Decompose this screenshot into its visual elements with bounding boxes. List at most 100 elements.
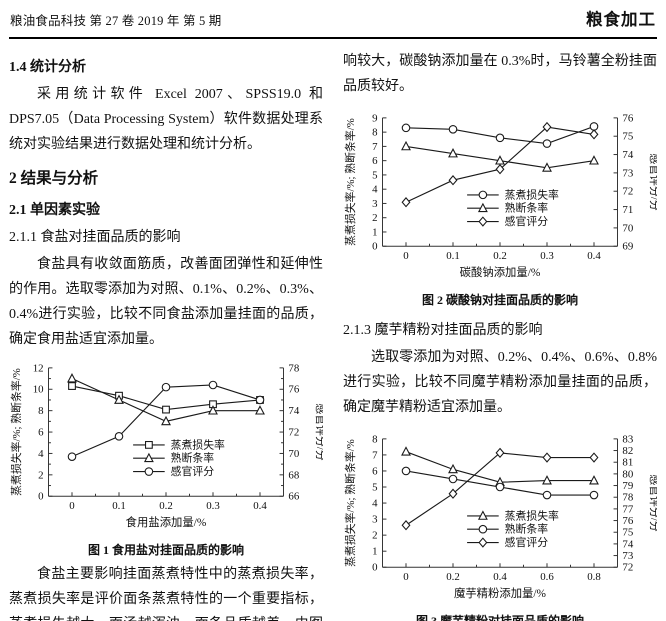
left-column: 1.4 统计分析 采用统计软件 Excel 2007、SPSS19.0 和 DP… [9, 49, 328, 621]
svg-text:78: 78 [288, 362, 299, 374]
svg-text:70: 70 [288, 448, 299, 460]
svg-text:感官评分: 感官评分 [171, 464, 215, 478]
svg-text:8: 8 [372, 433, 378, 445]
svg-text:0.2: 0.2 [159, 500, 173, 512]
svg-text:4: 4 [372, 497, 378, 509]
svg-text:碳酸钠添加量/%: 碳酸钠添加量/% [460, 265, 541, 279]
paragraph-statistics: 采用统计软件 Excel 2007、SPSS19.0 和 DPS7.05（Dat… [9, 87, 323, 152]
svg-text:0.4: 0.4 [253, 500, 267, 512]
svg-text:74: 74 [288, 405, 299, 417]
svg-text:4: 4 [372, 184, 378, 196]
svg-text:74: 74 [622, 538, 633, 550]
figure-1-caption: 图 1 食用盐对挂面品质的影响 [87, 542, 244, 557]
figure-3: 0 1 2 3 4 5 6 7 8 72 73 74 75 76 77 78 79 80 81 82 83 0 0.2 0.4… [343, 429, 662, 621]
svg-text:81: 81 [622, 456, 633, 468]
svg-text:1: 1 [372, 545, 377, 557]
paragraph-salt-intro: 食盐具有收敛面筋质，改善面团弹性和延伸性的作用。选取零添加为对照、0.1%、0.… [9, 257, 323, 347]
svg-text:10: 10 [33, 384, 44, 396]
svg-text:80: 80 [622, 468, 633, 480]
svg-text:9: 9 [372, 112, 377, 124]
svg-text:73: 73 [622, 167, 633, 179]
svg-text:83: 83 [622, 433, 633, 445]
svg-text:感官评分/分: 感官评分/分 [648, 474, 657, 531]
figure-2-caption: 图 2 碳酸钠对挂面品质的影响 [421, 292, 578, 307]
svg-text:71: 71 [622, 204, 633, 216]
svg-text:熟断条率: 熟断条率 [505, 201, 549, 215]
svg-text:0.8: 0.8 [587, 571, 601, 583]
svg-text:7: 7 [372, 449, 378, 461]
paragraph-sodium-carbonate-conclusion: 响较大，碳酸钠添加量在 0.3%时，马铃薯全粉挂面品质较好。 [343, 54, 657, 94]
svg-text:70: 70 [622, 222, 633, 234]
svg-text:4: 4 [38, 448, 44, 460]
svg-text:76: 76 [622, 515, 633, 527]
svg-text:3: 3 [372, 198, 377, 210]
two-column-layout: 1.4 统计分析 采用统计软件 Excel 2007、SPSS19.0 和 DP… [9, 39, 662, 621]
heading-2-1-3: 2.1.3 魔芋精粉对挂面品质的影响 [343, 322, 543, 338]
svg-text:5: 5 [372, 481, 377, 493]
page-header: 粮油食品科技 第 27 卷 2019 年 第 5 期 粮食加工 [9, 0, 657, 39]
svg-text:2: 2 [38, 469, 43, 481]
svg-text:食用盐添加量/%: 食用盐添加量/% [126, 515, 207, 529]
svg-text:69: 69 [622, 241, 633, 253]
journal-section-label: 粮食加工 [586, 10, 656, 29]
svg-text:0.3: 0.3 [540, 250, 554, 262]
svg-text:74: 74 [622, 149, 633, 161]
heading-2: 2 结果与分析 [9, 170, 99, 187]
heading-2-1: 2.1 单因素实验 [9, 203, 100, 218]
svg-text:6: 6 [38, 427, 44, 439]
svg-text:感官评分: 感官评分 [505, 535, 549, 549]
svg-text:蒸煮损失率/%; 熟断条率/%: 蒸煮损失率/%; 熟断条率/% [9, 368, 23, 496]
heading-1-4: 1.4 统计分析 [9, 60, 86, 75]
svg-text:73: 73 [622, 550, 633, 562]
svg-text:0.1: 0.1 [112, 500, 126, 512]
svg-text:0.3: 0.3 [206, 500, 220, 512]
figure-2-chart: 0 1 2 3 4 5 6 7 8 9 69 70 71 72 73 74 75 76 0 0.1 0.2 0.3 0.4 碳… [343, 108, 662, 291]
svg-text:72: 72 [622, 561, 633, 573]
svg-text:7: 7 [372, 141, 378, 153]
svg-text:0.2: 0.2 [493, 250, 507, 262]
svg-text:0: 0 [38, 491, 44, 503]
paragraph-konjac-intro: 选取零添加为对照、0.2%、0.4%、0.6%、0.8%进行实验，比较不同魔芋精… [343, 349, 657, 415]
svg-text:0.1: 0.1 [446, 250, 460, 262]
svg-text:76: 76 [622, 112, 633, 124]
svg-text:3: 3 [372, 513, 377, 525]
figure-3-chart: 0 1 2 3 4 5 6 7 8 72 73 74 75 76 77 78 79 80 81 82 83 0 0.2 0.4… [343, 429, 662, 612]
svg-text:感官评分/分: 感官评分/分 [314, 403, 323, 460]
svg-text:75: 75 [622, 131, 633, 143]
svg-text:0: 0 [69, 500, 75, 512]
figure-1: 0 2 4 6 8 10 12 66 68 70 72 74 76 78 0 0.1 0.2 0.3 0.4 食用盐添… [9, 358, 328, 559]
svg-text:熟断条率: 熟断条率 [171, 451, 215, 465]
svg-text:0: 0 [403, 250, 409, 262]
svg-text:75: 75 [622, 526, 633, 538]
svg-text:72: 72 [288, 427, 299, 439]
svg-text:76: 76 [288, 384, 299, 396]
svg-text:78: 78 [622, 491, 633, 503]
svg-text:77: 77 [622, 503, 633, 515]
svg-text:8: 8 [372, 127, 378, 139]
svg-text:熟断条率: 熟断条率 [505, 521, 549, 535]
figure-3-caption: 图 3 魔芋精粉对挂面品质的影响 [415, 613, 584, 621]
figure-2: 0 1 2 3 4 5 6 7 8 9 69 70 71 72 73 74 75 76 0 0.1 0.2 0.3 0.4 碳… [343, 108, 662, 309]
svg-text:蒸煮损失率: 蒸煮损失率 [171, 437, 225, 451]
svg-text:6: 6 [372, 465, 378, 477]
svg-text:0.2: 0.2 [446, 571, 460, 583]
svg-text:蒸煮损失率/%; 熟断条率/%: 蒸煮损失率/%; 熟断条率/% [343, 439, 357, 567]
svg-text:0.6: 0.6 [540, 571, 554, 583]
svg-text:2: 2 [372, 212, 377, 224]
journal-issue-info: 粮油食品科技 第 27 卷 2019 年 第 5 期 [10, 14, 222, 28]
svg-text:蒸煮损失率: 蒸煮损失率 [505, 187, 559, 201]
svg-text:68: 68 [288, 469, 299, 481]
svg-text:12: 12 [33, 362, 44, 374]
svg-text:82: 82 [622, 445, 633, 457]
svg-text:5: 5 [372, 169, 377, 181]
svg-text:0.4: 0.4 [587, 250, 601, 262]
svg-text:8: 8 [38, 405, 44, 417]
svg-text:蒸煮损失率: 蒸煮损失率 [505, 508, 559, 522]
svg-text:0: 0 [403, 571, 409, 583]
svg-text:79: 79 [622, 480, 633, 492]
svg-text:0: 0 [372, 241, 378, 253]
svg-text:66: 66 [288, 491, 299, 503]
svg-text:蒸煮损失率/%; 熟断条率/%: 蒸煮损失率/%; 熟断条率/% [343, 118, 357, 246]
